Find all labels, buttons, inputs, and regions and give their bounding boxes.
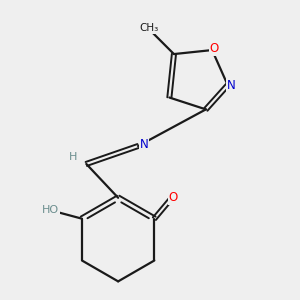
Text: N: N	[140, 137, 148, 151]
Text: O: O	[209, 42, 219, 55]
Text: O: O	[169, 191, 178, 204]
Text: CH₃: CH₃	[139, 23, 158, 33]
Text: HO: HO	[41, 205, 59, 215]
Text: H: H	[69, 152, 78, 162]
Text: N: N	[227, 79, 236, 92]
